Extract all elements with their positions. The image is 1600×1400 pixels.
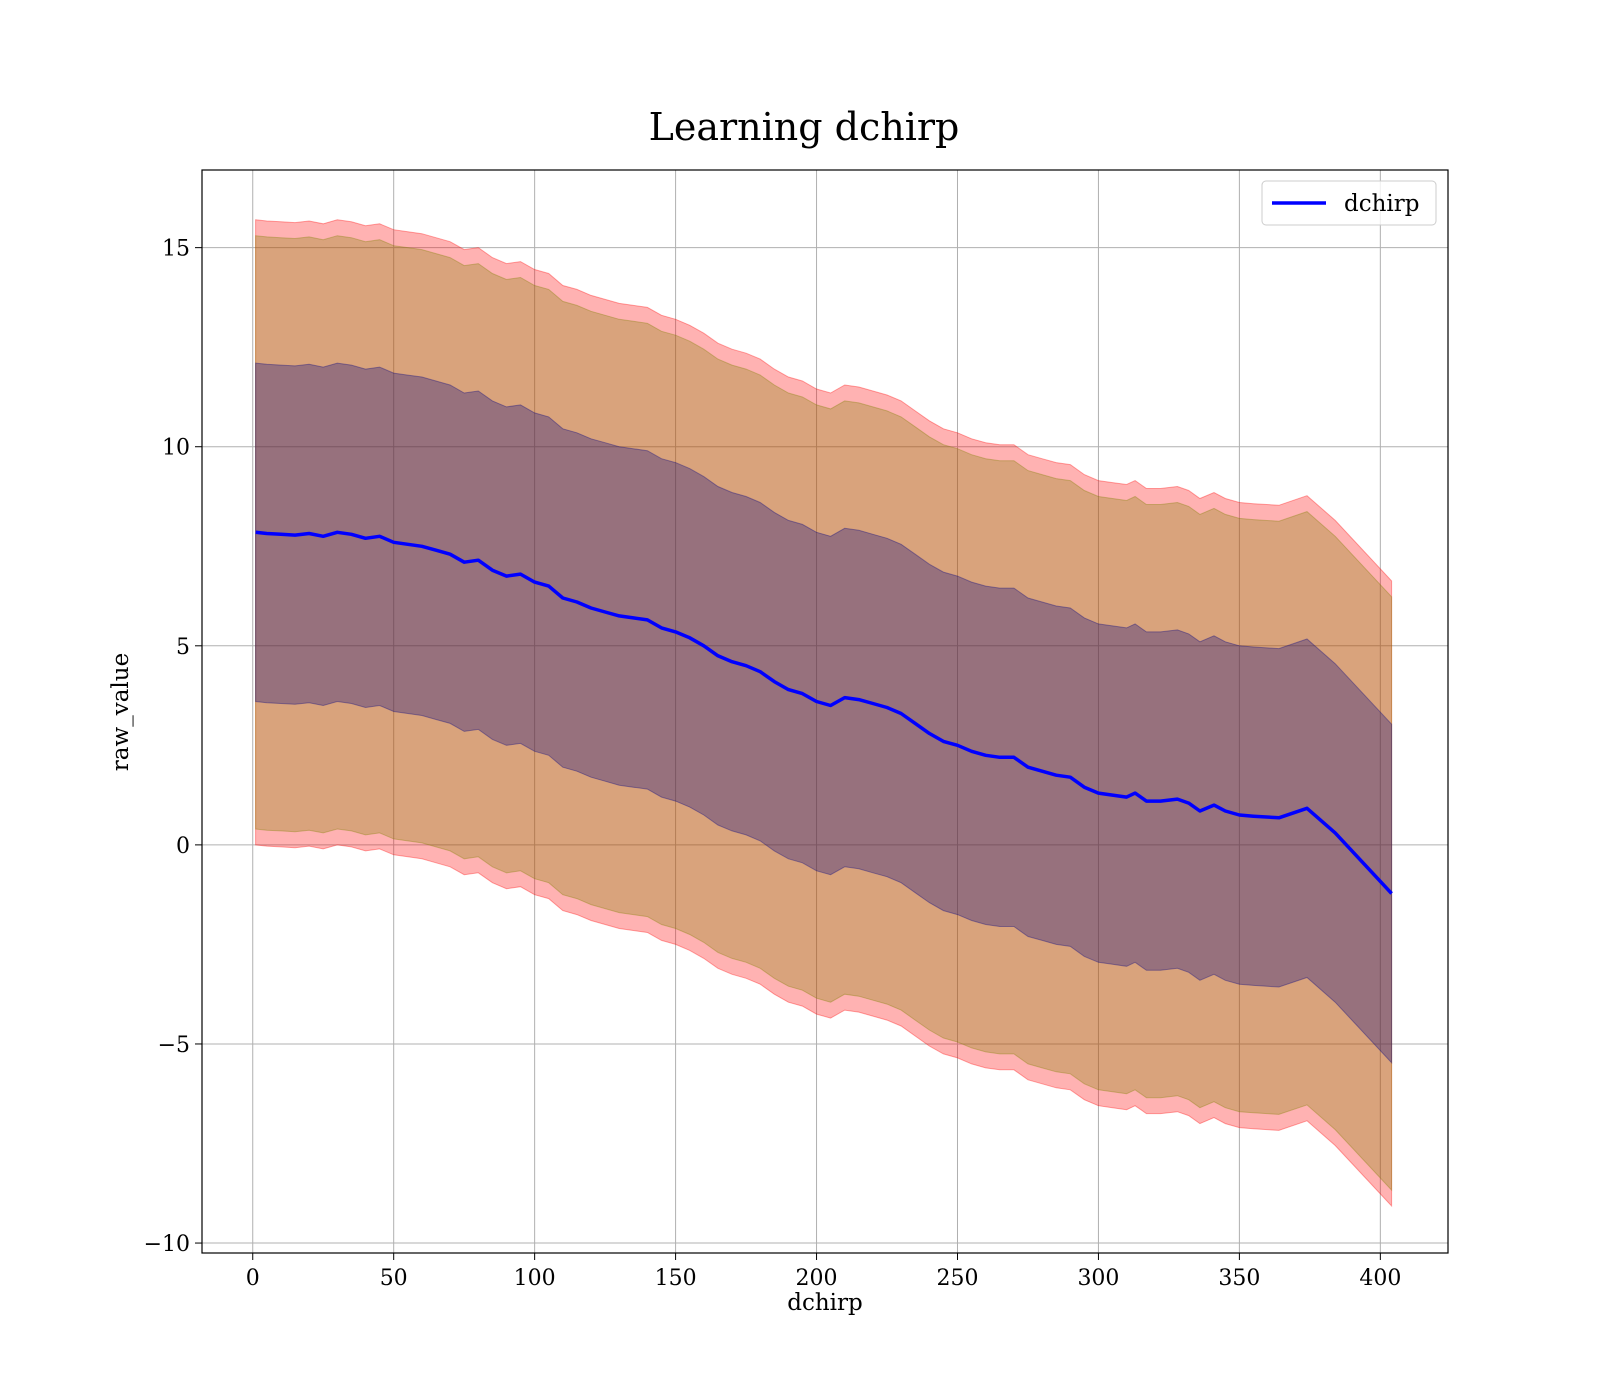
band-1: [255, 235, 1393, 1192]
y-tick-label: −10: [144, 1232, 190, 1257]
series-line-dchirp: [255, 530, 1393, 895]
y-tick-label: 10: [162, 436, 190, 461]
series-lines: [255, 530, 1393, 895]
x-tick-label: 200: [796, 1266, 838, 1291]
x-tick-label: 0: [246, 1266, 260, 1291]
x-tick-label: 150: [655, 1266, 697, 1291]
y-tick-label: 5: [176, 635, 190, 660]
x-tick-label: 100: [514, 1266, 556, 1291]
band-2: [255, 362, 1393, 1064]
chart-title: Learning dchirp: [649, 105, 960, 149]
confidence-bands: [255, 219, 1393, 1208]
grid: [202, 170, 1448, 1253]
axis-ticks: 0 50 100 150 200 250 300 350 400 −10 −5 0 5 10 15: [144, 237, 1402, 1291]
y-axis-label: raw_value: [108, 653, 134, 771]
y-tick-label: −5: [158, 1033, 190, 1058]
legend: dchirp: [1261, 180, 1437, 226]
band-0: [255, 219, 1393, 1208]
x-tick-label: 250: [936, 1266, 978, 1291]
x-axis-label: dchirp: [787, 1290, 863, 1316]
x-tick-label: 350: [1218, 1266, 1260, 1291]
x-tick-label: 300: [1077, 1266, 1119, 1291]
x-tick-label: 400: [1359, 1266, 1401, 1291]
y-tick-label: 15: [162, 237, 190, 262]
y-tick-label: 0: [176, 834, 190, 859]
legend-label: dchirp: [1344, 191, 1420, 217]
legend-box: [1261, 180, 1437, 226]
x-tick-label: 50: [380, 1266, 408, 1291]
plot-frame: [201, 169, 1449, 1254]
